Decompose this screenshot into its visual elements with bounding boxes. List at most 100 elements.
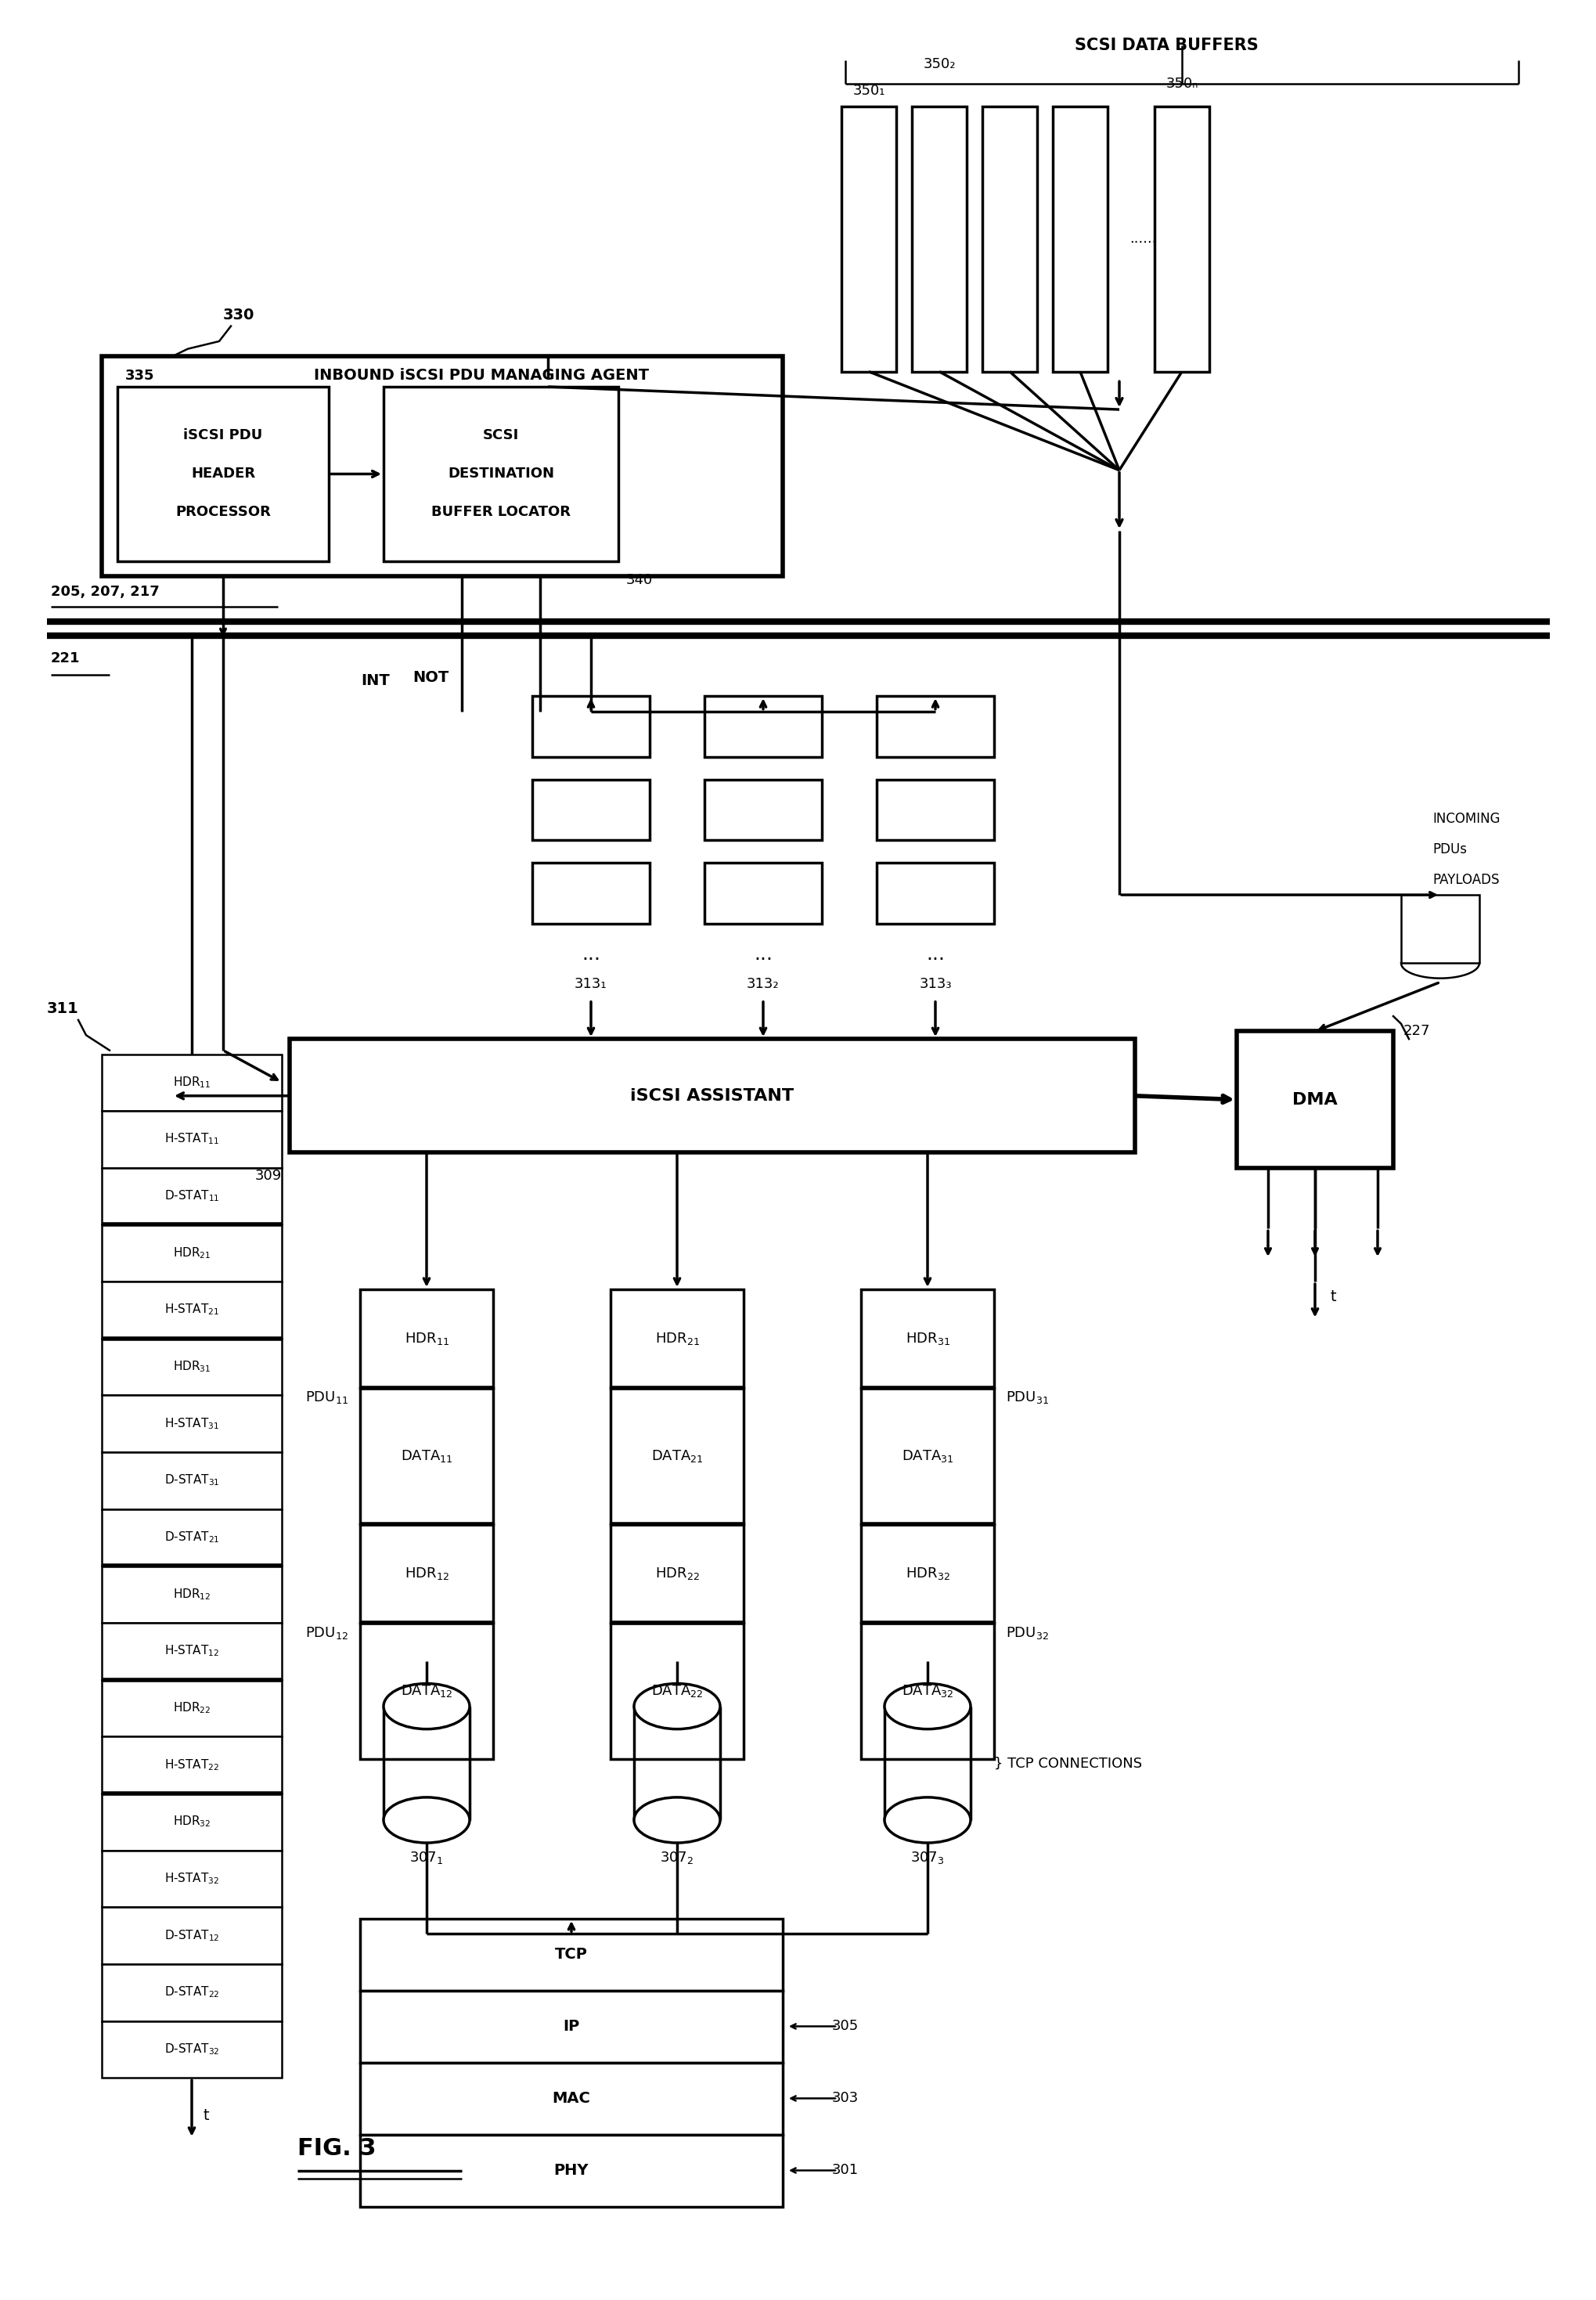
Text: t: t bbox=[203, 2109, 209, 2123]
Text: } TCP CONNECTIONS: } TCP CONNECTIONS bbox=[994, 1757, 1141, 1771]
Bar bbox=[1154, 106, 1208, 373]
Text: DATA$_{22}$: DATA$_{22}$ bbox=[651, 1684, 702, 1700]
Text: 313₃: 313₃ bbox=[919, 977, 951, 991]
Text: HDR$_{22}$: HDR$_{22}$ bbox=[654, 1566, 699, 1582]
Text: SCSI DATA BUFFERS: SCSI DATA BUFFERS bbox=[1074, 37, 1258, 53]
Bar bbox=[359, 2134, 782, 2206]
Text: D-STAT$_{12}$: D-STAT$_{12}$ bbox=[164, 1927, 219, 1943]
Ellipse shape bbox=[383, 1684, 469, 1730]
Text: 350₂: 350₂ bbox=[922, 58, 954, 71]
Text: 309: 309 bbox=[255, 1168, 281, 1182]
Text: PDUs: PDUs bbox=[1432, 842, 1467, 856]
Ellipse shape bbox=[884, 1684, 970, 1730]
Text: iSCSI ASSISTANT: iSCSI ASSISTANT bbox=[630, 1088, 793, 1104]
Text: BUFFER LOCATOR: BUFFER LOCATOR bbox=[431, 506, 570, 520]
Text: HEADER: HEADER bbox=[192, 467, 255, 481]
Text: H-STAT$_{31}$: H-STAT$_{31}$ bbox=[164, 1417, 219, 1431]
Bar bbox=[531, 862, 650, 925]
Text: HDR$_{32}$: HDR$_{32}$ bbox=[172, 1815, 211, 1828]
Bar bbox=[610, 1624, 744, 1760]
Text: HDR$_{21}$: HDR$_{21}$ bbox=[654, 1332, 699, 1346]
Text: HDR$_{12}$: HDR$_{12}$ bbox=[404, 1566, 448, 1582]
Ellipse shape bbox=[634, 1684, 720, 1730]
Bar bbox=[704, 780, 822, 840]
Text: PHY: PHY bbox=[554, 2162, 589, 2178]
Text: D-STAT$_{22}$: D-STAT$_{22}$ bbox=[164, 1985, 219, 1999]
Bar bbox=[531, 780, 650, 840]
Bar bbox=[531, 697, 650, 757]
Bar bbox=[102, 1396, 281, 1451]
Text: HDR$_{31}$: HDR$_{31}$ bbox=[172, 1359, 211, 1373]
Bar bbox=[1237, 1030, 1393, 1168]
Text: DMA: DMA bbox=[1291, 1092, 1337, 1109]
Text: D-STAT$_{32}$: D-STAT$_{32}$ bbox=[164, 2042, 219, 2056]
Bar bbox=[610, 1290, 744, 1387]
Text: MAC: MAC bbox=[552, 2091, 591, 2107]
Text: DATA$_{21}$: DATA$_{21}$ bbox=[651, 1449, 702, 1463]
Text: PAYLOADS: PAYLOADS bbox=[1432, 872, 1499, 888]
Text: DATA$_{31}$: DATA$_{31}$ bbox=[902, 1449, 953, 1463]
Bar bbox=[982, 106, 1037, 373]
Bar bbox=[359, 1918, 782, 1992]
Ellipse shape bbox=[383, 1796, 469, 1842]
Text: 335: 335 bbox=[124, 368, 155, 382]
Text: DATA$_{11}$: DATA$_{11}$ bbox=[401, 1449, 452, 1463]
Bar bbox=[876, 780, 994, 840]
Bar bbox=[102, 1624, 281, 1679]
Text: NOT: NOT bbox=[412, 669, 448, 685]
Text: ...: ... bbox=[926, 945, 945, 964]
Text: PDU$_{11}$: PDU$_{11}$ bbox=[305, 1389, 348, 1405]
Bar bbox=[876, 862, 994, 925]
Text: 350₁: 350₁ bbox=[852, 85, 884, 99]
Bar bbox=[841, 106, 895, 373]
Text: H-STAT$_{11}$: H-STAT$_{11}$ bbox=[164, 1132, 219, 1145]
Text: HDR$_{22}$: HDR$_{22}$ bbox=[172, 1700, 211, 1716]
Text: ...: ... bbox=[581, 945, 600, 964]
Text: 221: 221 bbox=[51, 651, 80, 665]
Bar bbox=[118, 386, 329, 561]
Bar bbox=[911, 106, 966, 373]
Text: INT: INT bbox=[361, 674, 389, 688]
Text: DESTINATION: DESTINATION bbox=[447, 467, 554, 481]
Bar bbox=[876, 697, 994, 757]
Bar bbox=[860, 1525, 994, 1624]
Bar bbox=[102, 1168, 281, 1226]
Text: 307$_1$: 307$_1$ bbox=[410, 1849, 444, 1865]
Bar bbox=[102, 1226, 281, 1281]
Bar bbox=[610, 1387, 744, 1525]
Text: HDR$_{31}$: HDR$_{31}$ bbox=[905, 1332, 950, 1346]
Text: 307$_3$: 307$_3$ bbox=[910, 1849, 945, 1865]
Bar bbox=[102, 1509, 281, 1566]
Text: 301: 301 bbox=[832, 2164, 859, 2178]
Bar bbox=[1052, 106, 1108, 373]
Bar bbox=[102, 1907, 281, 1964]
Ellipse shape bbox=[884, 1796, 970, 1842]
Text: iSCSI PDU: iSCSI PDU bbox=[184, 428, 263, 442]
Text: 311: 311 bbox=[46, 1000, 78, 1017]
Bar bbox=[102, 1852, 281, 1907]
Text: 313₂: 313₂ bbox=[747, 977, 779, 991]
Text: H-STAT$_{22}$: H-STAT$_{22}$ bbox=[164, 1757, 219, 1771]
Text: DATA$_{32}$: DATA$_{32}$ bbox=[902, 1684, 953, 1700]
Bar bbox=[860, 1290, 994, 1387]
Text: H-STAT$_{21}$: H-STAT$_{21}$ bbox=[164, 1302, 219, 1318]
Text: t: t bbox=[1329, 1290, 1336, 1304]
Bar bbox=[102, 1111, 281, 1168]
Text: 330: 330 bbox=[223, 308, 254, 322]
Text: H-STAT$_{12}$: H-STAT$_{12}$ bbox=[164, 1645, 219, 1658]
Bar bbox=[704, 862, 822, 925]
Text: 227: 227 bbox=[1403, 1024, 1430, 1037]
Text: FIG. 3: FIG. 3 bbox=[297, 2137, 377, 2160]
Text: HDR$_{11}$: HDR$_{11}$ bbox=[404, 1332, 448, 1346]
Bar bbox=[102, 1566, 281, 1624]
Text: TCP: TCP bbox=[555, 1946, 587, 1962]
Bar bbox=[102, 356, 782, 577]
Text: HDR$_{21}$: HDR$_{21}$ bbox=[172, 1247, 211, 1260]
Text: DATA$_{12}$: DATA$_{12}$ bbox=[401, 1684, 452, 1700]
Text: IP: IP bbox=[563, 2019, 579, 2033]
Text: 303: 303 bbox=[832, 2091, 859, 2105]
Bar bbox=[102, 1451, 281, 1509]
Bar bbox=[102, 1339, 281, 1396]
Bar bbox=[102, 1964, 281, 2022]
Text: D-STAT$_{31}$: D-STAT$_{31}$ bbox=[164, 1472, 219, 1488]
